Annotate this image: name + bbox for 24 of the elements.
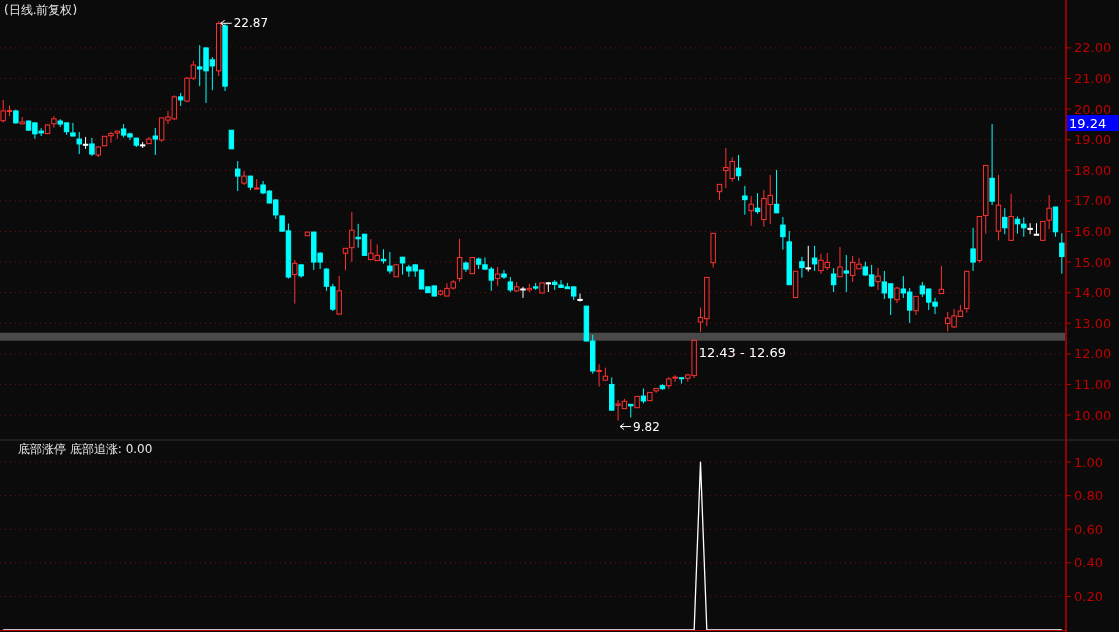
y-tick-label: 0.20 — [1074, 588, 1103, 604]
price-tag: 19.24 — [1067, 115, 1119, 131]
chart-title: 底部涨停 底部追涨: 0.00 — [18, 442, 153, 456]
y-tick-label: 13.00 — [1074, 315, 1112, 331]
annotation: 9.82 — [633, 419, 660, 434]
y-tick-label: 11.00 — [1074, 376, 1112, 392]
y-tick-label: 15.00 — [1074, 254, 1112, 270]
annotation: 22.87 — [233, 16, 269, 31]
y-tick-label: 20.00 — [1074, 101, 1112, 117]
y-tick-label: 22.00 — [1074, 40, 1112, 56]
y-tick-label: 1.00 — [1074, 454, 1103, 470]
chart-title: (日线.前复权) — [4, 3, 78, 17]
y-tick-label: 0.80 — [1074, 488, 1103, 504]
y-tick-label: 18.00 — [1074, 162, 1112, 178]
y-tick-label: 10.00 — [1074, 407, 1112, 423]
y-tick-label: 17.00 — [1074, 193, 1112, 209]
y-tick-label: 16.00 — [1074, 223, 1112, 239]
y-tick-label: 0.60 — [1074, 521, 1103, 537]
y-tick-label: 19.00 — [1074, 132, 1112, 148]
y-tick-label: 12.00 — [1074, 346, 1112, 362]
y-tick-label: 14.00 — [1074, 285, 1112, 301]
y-tick-label: 0.40 — [1074, 555, 1103, 571]
band-label: 12.43 - 12.69 — [698, 344, 787, 360]
y-tick-label: 21.00 — [1074, 70, 1112, 86]
